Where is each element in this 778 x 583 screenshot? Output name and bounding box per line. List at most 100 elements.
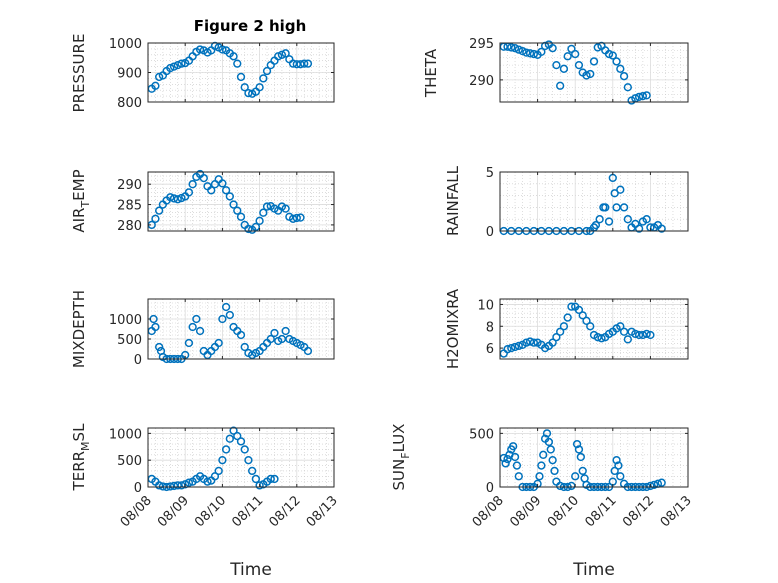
data-point [221,186,231,195]
data-point [514,341,523,351]
data-point [173,195,182,204]
x-axis-label: Time [572,560,615,580]
data-point [229,200,238,209]
data-point [155,342,164,352]
data-point [657,478,666,487]
data-point [510,342,520,352]
data-point [616,185,625,194]
data-point [518,46,527,56]
data-point [586,69,595,79]
data-point [225,434,234,443]
y-tick-label: 0 [134,481,142,496]
data-point [151,322,160,332]
data-point [214,338,223,348]
data-point [537,47,546,56]
data-point [550,466,559,476]
ylabel-part: SUN [390,459,408,491]
data-point [525,49,535,58]
x-tick-label: 08/13 [304,493,341,530]
data-point [623,83,632,92]
data-point [529,338,538,347]
data-point [571,472,580,481]
data-point [210,472,220,481]
data-point [292,213,301,223]
data-series [147,302,313,364]
x-tick-label: 08/09 [155,493,192,530]
y-axis-label: THETA [422,48,440,98]
data-point [166,193,175,202]
data-point [259,74,268,83]
axes-box [147,171,335,232]
data-point [155,481,164,490]
ylabel-part: LUX [390,424,408,453]
data-point [548,456,557,465]
data-point [173,60,182,70]
data-point [296,213,305,222]
data-point [236,212,246,221]
data-point [233,431,242,441]
data-point [188,322,197,332]
data-point [236,330,246,340]
ylabel-part: TERR [70,451,88,492]
data-point [552,60,561,70]
data-point [266,334,275,344]
data-point [571,49,580,59]
data-point [619,72,629,81]
data-point [608,51,617,60]
x-tick-label: 08/08 [470,493,507,530]
data-point [218,456,227,465]
data-point [646,330,655,340]
y-tick-label: 500 [469,427,494,442]
data-point [203,477,212,486]
ylabel-subscript: F [399,452,412,458]
data-series [147,41,313,98]
data-point [634,92,644,101]
data-point [597,334,606,343]
data-point [642,215,651,224]
data-point [266,474,275,484]
data-point [578,311,587,320]
y-tick-label: 900 [117,67,142,82]
data-point [604,49,614,59]
data-point [559,64,569,73]
x-tick-label: 08/10 [545,493,582,530]
data-point [503,345,512,354]
data-point [151,214,160,223]
data-point [574,305,584,315]
data-point [184,478,194,487]
data-point [503,454,512,464]
data-point [576,452,585,462]
data-point [240,342,249,352]
y-tick-label: 285 [117,199,142,214]
data-series [499,302,655,358]
data-series [499,40,651,105]
y-tick-label: 6 [486,342,494,357]
data-point [214,466,223,476]
y-axis-label: AIRTEMP [70,169,92,232]
data-point [634,224,644,233]
data-point [218,179,227,188]
data-point [184,338,194,348]
data-point [563,313,572,322]
data-point [173,481,182,490]
data-point [616,472,625,481]
y-axis-label: SUNFLUX [390,424,412,491]
data-point [623,215,632,224]
data-point [522,48,531,57]
data-point [221,302,231,312]
x-tick-label: 08/12 [620,493,657,530]
data-point [514,45,523,54]
data-point [529,49,538,59]
data-point [556,81,565,90]
data-point [548,338,557,347]
data-point [288,214,298,223]
data-point [612,57,621,66]
y-tick-label: 800 [117,96,142,111]
ylabel-part: SL [70,423,88,442]
data-point [251,222,261,232]
data-point [251,474,261,484]
data-point [582,71,591,80]
y-tick-label: 1000 [109,427,142,442]
y-tick-label: 1000 [109,313,142,328]
ylabel-part: EMP [70,169,88,200]
